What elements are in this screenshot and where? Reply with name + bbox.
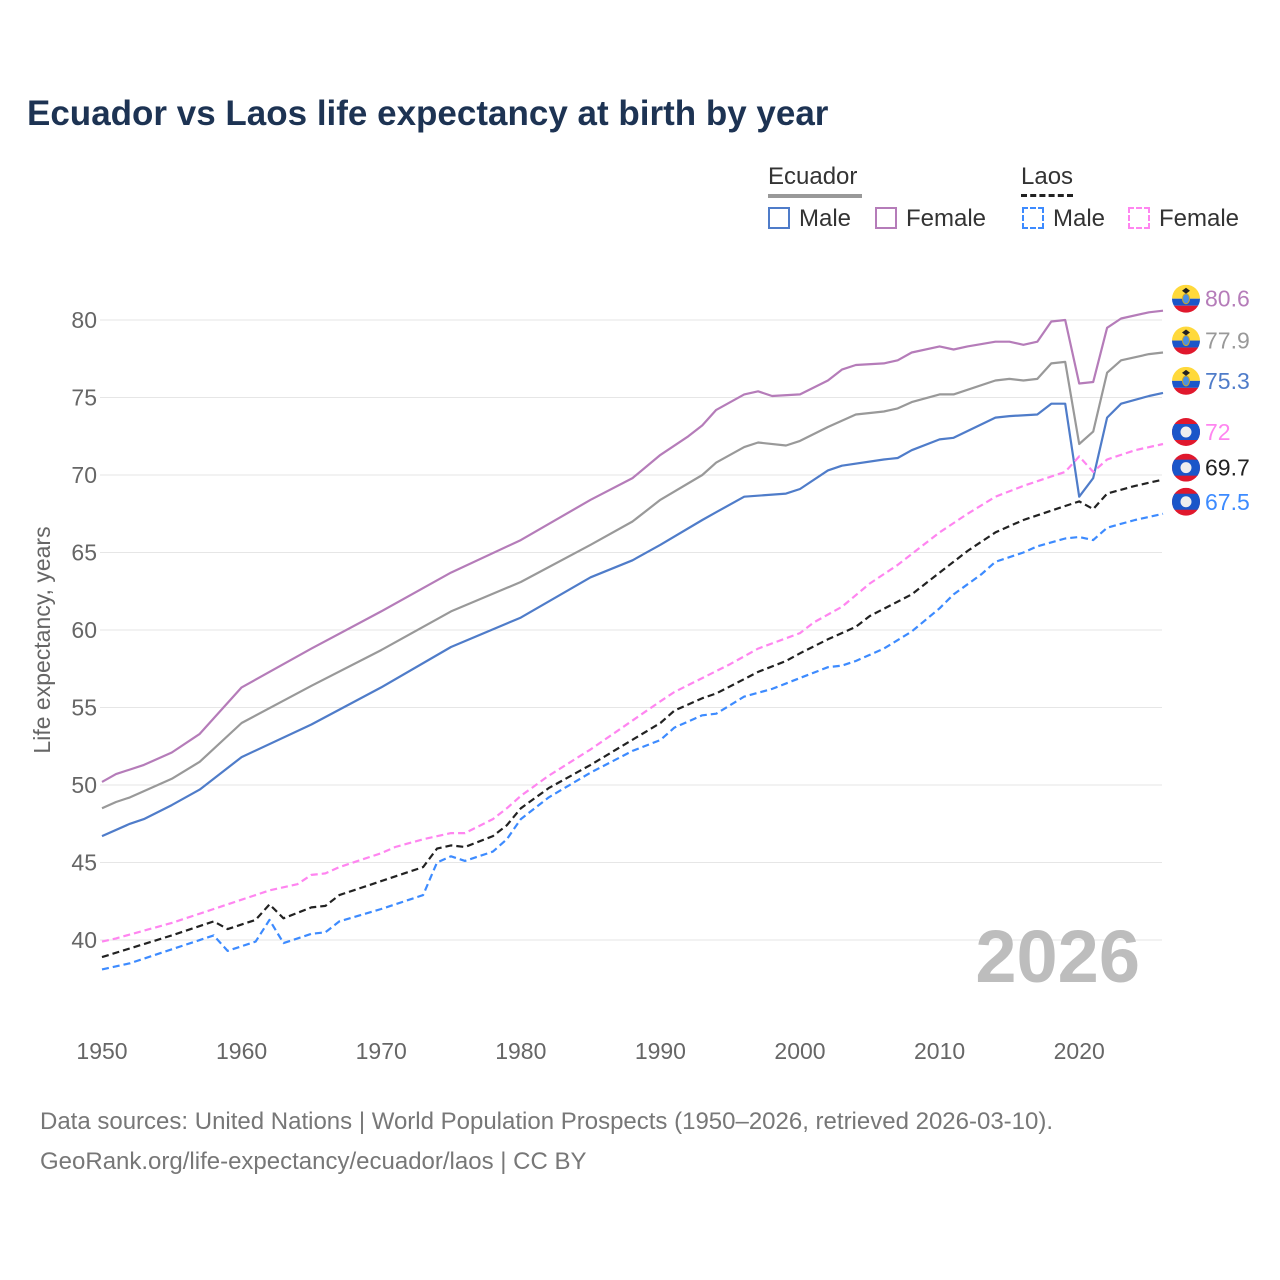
y-tick-label: 70 [71,462,97,488]
x-tick-label: 1970 [356,1038,407,1064]
x-tick-label: 1950 [76,1038,127,1064]
series-line-laos-male [101,512,1164,971]
legend-laos-female-label[interactable]: Female [1159,205,1240,232]
series-line-laos [101,478,1164,959]
y-tick-label: 65 [71,540,97,566]
year-watermark: 2026 [975,915,1140,998]
source-line: Data sources: United Nations | World Pop… [40,1108,1054,1135]
x-tick-label: 1960 [216,1038,267,1064]
laos-flag-icon [1172,418,1200,446]
y-tick-label: 50 [71,772,97,798]
ecuador-flag-icon [1172,366,1200,395]
y-tick-label: 40 [71,927,97,953]
legend-laos-female-swatch [1128,207,1150,229]
x-tick-label: 2020 [1054,1038,1105,1064]
chart-title: Ecuador vs Laos life expectancy at birth… [27,94,829,133]
legend-ecuador-male-label[interactable]: Male [799,205,852,232]
y-axis-label: Life expectancy, years [29,526,55,753]
ecuador-flag-icon [1172,326,1200,355]
legend-ecuador-female-label[interactable]: Female [906,205,987,232]
ecuador-flag-icon [1172,284,1200,313]
x-tick-label: 1980 [495,1038,546,1064]
series-line-ecuador-female [101,309,1164,783]
legend-ecuador-female-swatch [875,207,897,229]
y-tick-label: 55 [71,695,97,721]
series-line-ecuador [101,351,1164,810]
legend-laos-heading: Laos [1021,163,1073,197]
y-tick-label: 60 [71,617,97,643]
laos-flag-icon [1172,487,1200,516]
end-value-label: 80.6 [1205,286,1250,312]
legend-laos-male-label[interactable]: Male [1053,205,1106,232]
laos-flag-icon [1172,453,1200,482]
end-value-label: 69.7 [1205,455,1250,481]
y-tick-label: 75 [71,385,97,411]
series-line-laos-female [101,442,1164,943]
end-value-label: 77.9 [1205,328,1250,354]
end-value-label: 75.3 [1205,368,1250,394]
y-tick-label: 45 [71,850,97,876]
x-tick-label: 2010 [914,1038,965,1064]
x-tick-label: 2000 [774,1038,825,1064]
x-tick-label: 1990 [635,1038,686,1064]
source-url[interactable]: GeoRank.org/life-expectancy/ecuador/laos… [40,1148,587,1175]
series-line-ecuador-male [101,391,1164,838]
legend-ecuador-male-swatch [768,207,790,229]
end-value-label: 72 [1205,419,1231,445]
legend-ecuador-heading: Ecuador [768,163,862,198]
end-value-label: 67.5 [1205,489,1250,515]
legend-laos-male-swatch [1022,207,1044,229]
y-tick-label: 80 [71,307,97,333]
